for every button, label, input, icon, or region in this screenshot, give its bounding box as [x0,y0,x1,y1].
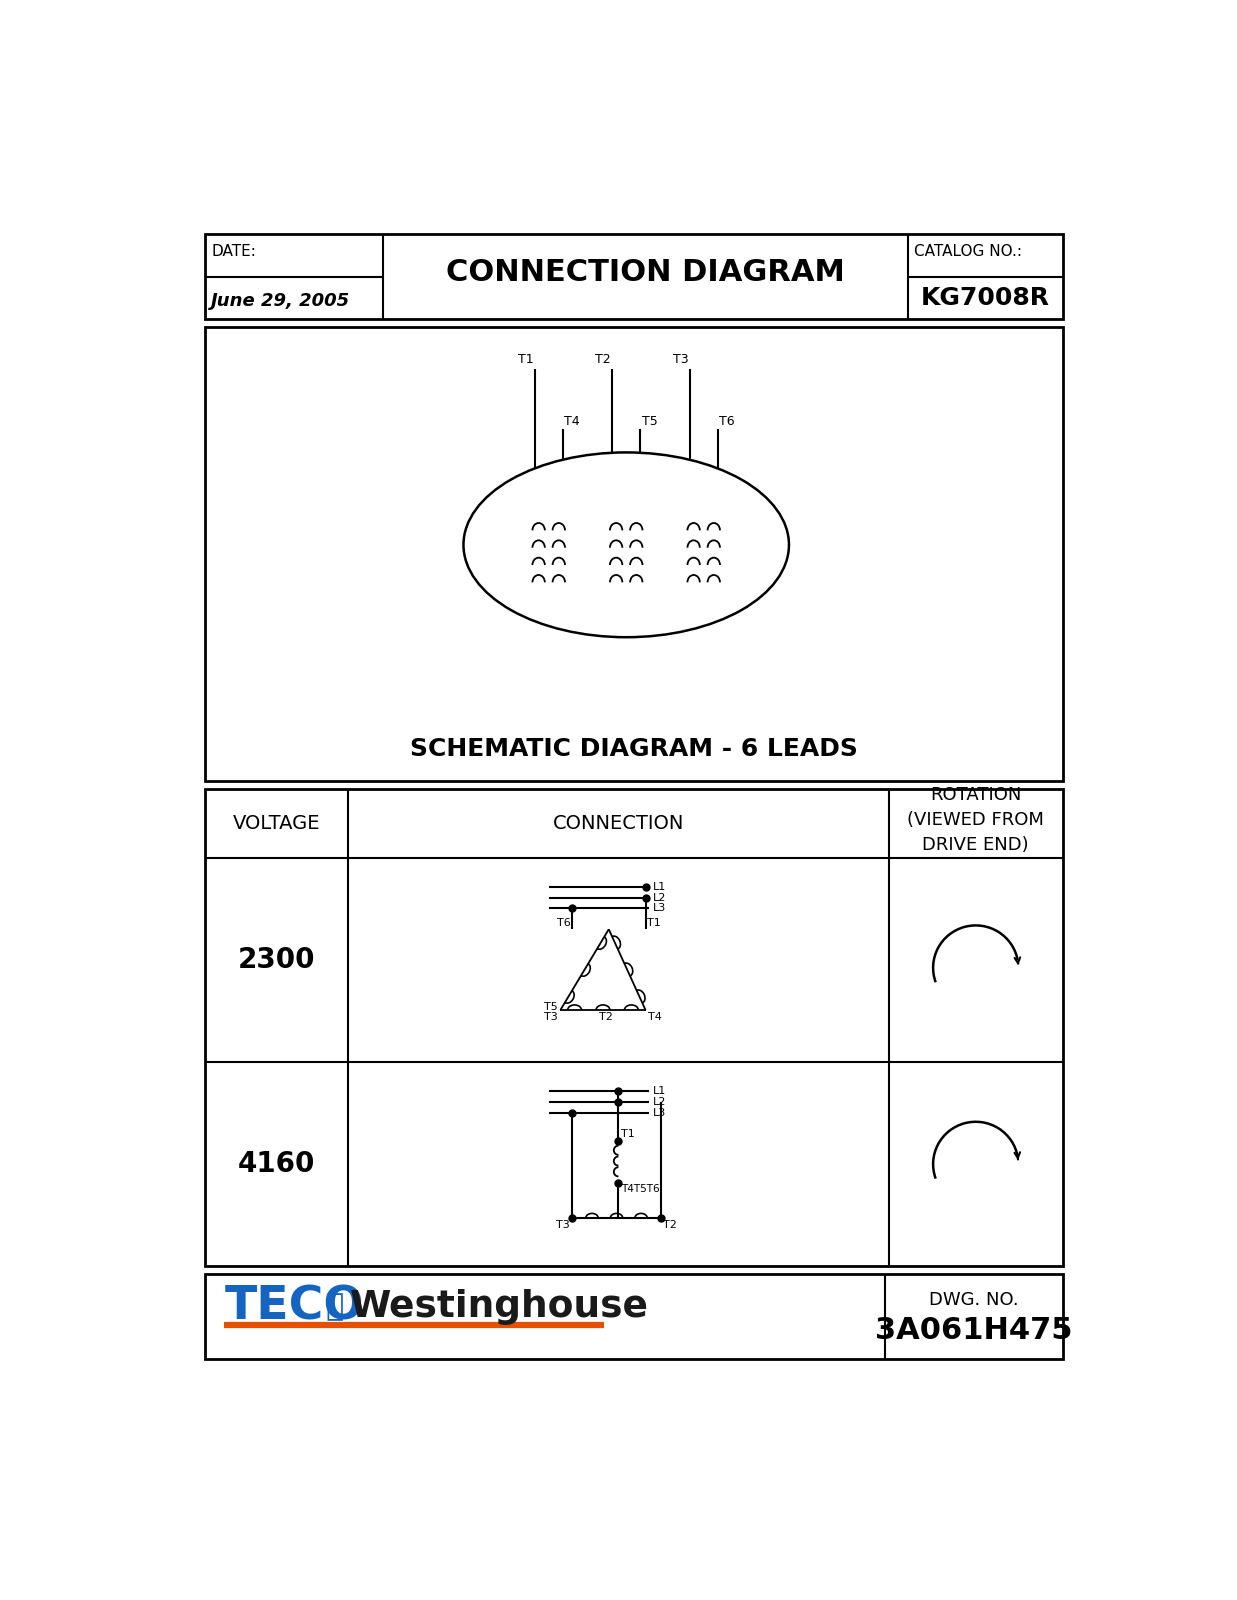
Text: L1: L1 [653,882,667,891]
Bar [205,789,1063,1266]
Text: T6: T6 [719,414,735,427]
Text: CONNECTION: CONNECTION [553,814,684,834]
Text: T4: T4 [564,414,580,427]
Text: CATALOG NO.:: CATALOG NO.: [914,243,1022,259]
Text: T5: T5 [544,1003,558,1013]
Text: June 29, 2005: June 29, 2005 [212,291,350,310]
Text: T2: T2 [599,1013,614,1022]
Text: TECO: TECO [224,1285,364,1330]
Text: Ⓡ: Ⓡ [325,1293,344,1322]
Text: T4: T4 [648,1011,662,1022]
Text: T1: T1 [621,1128,635,1139]
Bar [205,326,1063,781]
Text: T1: T1 [647,918,661,928]
Text: ROTATION
(VIEWED FROM
DRIVE END): ROTATION (VIEWED FROM DRIVE END) [907,786,1044,853]
Text: L3: L3 [653,1107,667,1117]
Text: T2: T2 [595,354,611,366]
Text: CONNECTION DIAGRAM: CONNECTION DIAGRAM [447,258,845,288]
Text: T1: T1 [517,354,533,366]
Text: L2: L2 [653,1096,667,1107]
Text: 2300: 2300 [238,946,315,974]
Bar [205,1274,1063,1358]
Text: T4T5T6: T4T5T6 [621,1184,659,1194]
Text: T3: T3 [555,1221,569,1230]
Text: DATE:: DATE: [212,243,256,259]
Text: KG7008R: KG7008R [920,286,1050,310]
Ellipse shape [464,453,789,637]
Bar [205,234,1063,318]
Text: SCHEMATIC DIAGRAM - 6 LEADS: SCHEMATIC DIAGRAM - 6 LEADS [409,736,858,760]
Text: T5: T5 [642,414,657,427]
Text: L1: L1 [653,1086,667,1096]
Text: T3: T3 [673,354,688,366]
Text: DWG. NO.: DWG. NO. [929,1291,1018,1309]
Text: T3: T3 [544,1011,558,1022]
Text: T6: T6 [557,918,570,928]
Text: T2: T2 [663,1221,678,1230]
Text: L2: L2 [653,893,667,902]
Text: L3: L3 [653,904,667,914]
Text: Westinghouse: Westinghouse [350,1290,649,1325]
Text: 3A061H475: 3A061H475 [875,1315,1072,1344]
Text: VOLTAGE: VOLTAGE [233,814,320,834]
Text: 4160: 4160 [238,1150,315,1178]
